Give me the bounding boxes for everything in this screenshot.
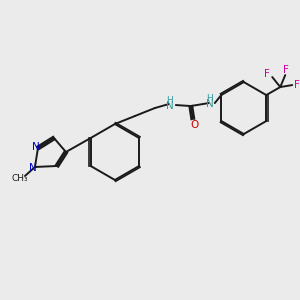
Text: F: F — [264, 69, 270, 79]
Text: F: F — [283, 65, 289, 75]
Text: N: N — [166, 101, 174, 111]
Text: N: N — [32, 142, 40, 152]
Text: F: F — [294, 80, 300, 90]
Text: O: O — [191, 120, 199, 130]
Text: N: N — [29, 163, 37, 173]
Text: H: H — [206, 94, 213, 103]
Text: N: N — [206, 99, 214, 109]
Text: H: H — [167, 95, 173, 104]
Text: CH₃: CH₃ — [12, 175, 28, 184]
